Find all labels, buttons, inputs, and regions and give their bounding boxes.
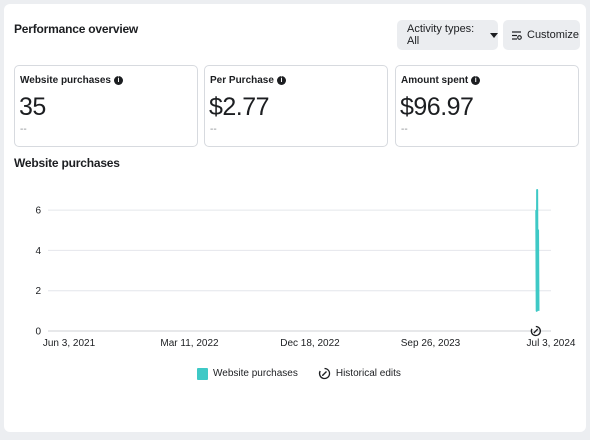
x-tick-label: Jun 3, 2021 [43,338,96,349]
customize-icon [512,30,522,40]
caret-down-icon [490,32,498,38]
y-tick-label: 6 [35,206,41,217]
x-tick-label: Jul 3, 2024 [527,338,576,349]
metric-card-per-purchase[interactable]: Per Purchase i $2.77 -- [204,65,388,147]
info-icon[interactable]: i [276,76,286,85]
chart-series [535,189,540,312]
info-icon[interactable]: i [113,76,123,85]
customize-button[interactable]: Customize [503,20,580,50]
y-axis-ticks: 0 2 4 6 [35,206,41,338]
historical-edit-arc [530,325,541,337]
activity-types-label: Activity types: All [407,23,475,47]
x-axis-ticks: Jun 3, 2021 Mar 11, 2022 Dec 18, 2022 Sep 2… [43,338,576,349]
legend-item-historical-edits[interactable]: Historical edits [318,367,401,380]
y-tick-label: 0 [35,327,41,338]
x-tick-label: Mar 11, 2022 [160,338,219,349]
legend-edits-label: Historical edits [335,368,401,379]
metric-card-website-purchases[interactable]: Website purchases i 35 -- [14,65,198,147]
metric-value: $96.97 [400,93,474,121]
metric-label: Per Purchase [210,75,274,86]
chart-title: Website purchases [14,156,120,170]
metric-label-row: Amount spent i [401,75,481,86]
x-tick-label: Dec 18, 2022 [280,338,340,349]
series-line-website-purchases [535,189,540,312]
metric-comparison: -- [401,124,408,135]
historical-edit-pencil [533,328,539,334]
y-tick-label: 2 [35,286,41,297]
metric-label: Website purchases [20,75,111,86]
page-title: Performance overview [14,22,139,36]
y-tick-label: 4 [35,246,41,257]
legend-series-label: Website purchases [213,368,298,379]
metric-label: Amount spent [401,75,469,86]
info-icon[interactable]: i [471,76,481,85]
metric-card-amount-spent[interactable]: Amount spent i $96.97 -- [395,65,579,147]
customize-label: Customize [527,29,579,41]
chart-annotations [530,325,541,337]
activity-types-dropdown[interactable]: Activity types: All [397,20,498,50]
historical-edit-marker [530,325,541,337]
chart-legend: Website purchases Historical edits [197,367,401,380]
metric-label-row: Website purchases i [20,75,123,86]
metric-label-row: Per Purchase i [210,75,286,86]
metric-comparison: -- [210,124,217,135]
series-swatch [197,367,208,380]
metric-value: 35 [19,93,46,121]
x-tick-label: Sep 26, 2023 [401,338,461,349]
historical-edits-icon [318,367,330,380]
chart-grid [48,209,551,332]
metric-comparison: -- [20,124,27,135]
legend-item-series[interactable]: Website purchases [197,367,298,380]
metric-value: $2.77 [209,93,270,121]
